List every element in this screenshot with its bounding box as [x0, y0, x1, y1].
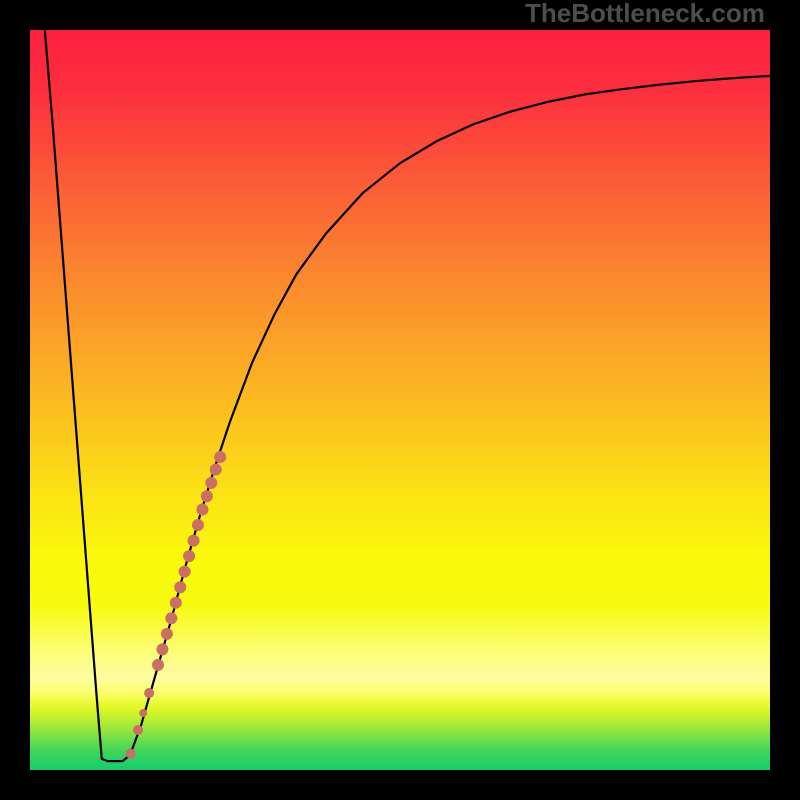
marker-point [188, 535, 200, 547]
marker-point [174, 581, 186, 593]
marker-point [161, 628, 173, 640]
marker-point [201, 490, 213, 502]
marker-point [192, 519, 204, 531]
chart-background-gradient [30, 30, 770, 770]
chart-svg: TheBottleneck.com [0, 0, 800, 800]
marker-point [126, 749, 136, 759]
marker-point [156, 643, 168, 655]
marker-point [170, 597, 182, 609]
marker-point [183, 550, 195, 562]
marker-point [152, 659, 164, 671]
marker-point [179, 566, 191, 578]
marker-point [144, 688, 154, 698]
marker-point [196, 504, 208, 516]
marker-point [165, 612, 177, 624]
marker-point [214, 451, 226, 463]
watermark-text: TheBottleneck.com [525, 0, 765, 28]
bottleneck-chart: TheBottleneck.com [0, 0, 800, 800]
marker-point [205, 477, 217, 489]
marker-point [139, 709, 147, 717]
marker-point [133, 725, 143, 735]
marker-point [210, 464, 222, 476]
